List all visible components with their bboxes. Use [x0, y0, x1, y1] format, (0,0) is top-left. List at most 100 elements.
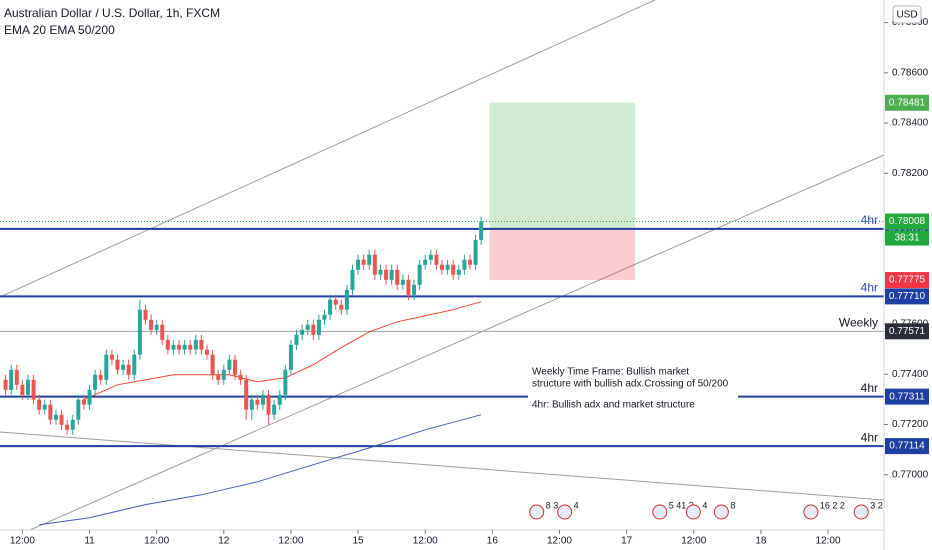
y-tick-label: 0.77400 — [892, 369, 929, 380]
candle-body — [109, 354, 114, 360]
x-tick-label: 17 — [621, 536, 633, 547]
candle-body — [171, 344, 176, 350]
candle-body — [25, 379, 30, 395]
price-tag-label: 0.77775 — [889, 275, 926, 286]
x-tick-label: 12:00 — [681, 536, 706, 547]
price-tag — [885, 272, 929, 289]
candle-body — [42, 404, 47, 410]
price-tag — [885, 94, 929, 111]
profit-zone — [489, 102, 636, 230]
ema-line — [83, 301, 482, 401]
price-tag-label: 0.77710 — [889, 291, 926, 302]
time-axis — [0, 530, 932, 550]
candle-body — [451, 264, 456, 275]
x-tick-label: 12:00 — [413, 536, 438, 547]
candle-body — [294, 334, 299, 345]
candle-body — [154, 324, 159, 330]
annotation: Weekly Time Frame: Bullish marketstructu… — [528, 364, 738, 412]
event-label: 4 — [574, 500, 579, 510]
x-tick-label: 12:00 — [10, 536, 35, 547]
candle-body — [260, 394, 265, 405]
price-tag — [885, 288, 929, 305]
y-tick-label: 0.78600 — [892, 67, 929, 78]
candle-body — [132, 354, 137, 375]
event-icon — [652, 504, 668, 520]
candle-body — [406, 279, 411, 295]
x-tick-label: 15 — [353, 536, 365, 547]
y-tick-label: 0.77200 — [892, 419, 929, 430]
candle-body — [93, 374, 98, 390]
candle-body — [121, 364, 126, 370]
annotation-text: Weekly Time Frame: Bullish market — [532, 367, 689, 378]
candle-body — [149, 319, 154, 330]
candle-body — [255, 399, 260, 405]
price-tag-label: 0.77571 — [889, 326, 926, 337]
candle-body — [456, 269, 461, 275]
price-tag-label: 0.77311 — [889, 391, 925, 402]
candle-body — [70, 419, 75, 430]
loss-zone — [489, 229, 636, 281]
candle-body — [37, 399, 42, 410]
channel-line — [29, 154, 885, 531]
candle-body — [9, 369, 14, 390]
candle-body — [344, 289, 349, 310]
annotation-text: structure with bullish adx.Crossing of 5… — [532, 379, 729, 390]
candle-body — [350, 269, 355, 290]
candle-body — [53, 414, 58, 420]
candle-body — [31, 379, 36, 400]
annotation-box — [528, 364, 738, 412]
candle-body — [417, 264, 422, 285]
candle-body — [126, 364, 131, 375]
candle-body — [177, 344, 182, 350]
candle-body — [322, 314, 327, 320]
event-label: 16 2 2 — [820, 500, 845, 510]
candle-body — [221, 369, 226, 380]
candle-body — [199, 339, 204, 350]
candle-body — [434, 254, 439, 265]
level-label: 4hr — [861, 381, 878, 395]
candle-body — [300, 329, 305, 335]
x-tick-label: 16 — [487, 536, 499, 547]
candle-body — [428, 254, 433, 260]
x-tick-label: 12:00 — [816, 536, 841, 547]
x-tick-label: 12 — [218, 536, 230, 547]
candle-body — [87, 389, 92, 405]
candle-body — [328, 299, 333, 315]
candle-body — [400, 279, 405, 285]
candle-body — [65, 424, 70, 430]
candle-body — [384, 269, 389, 280]
price-tag — [885, 213, 929, 230]
candle-body — [467, 259, 472, 265]
candle-body — [59, 414, 64, 425]
candle-body — [372, 254, 377, 275]
event-icon — [853, 504, 869, 520]
candle-body — [378, 269, 383, 275]
indicator-legend: EMA 20 EMA 50/200 — [4, 23, 115, 37]
candle-body — [367, 254, 372, 265]
event-label: 5 41 3 — [669, 500, 694, 510]
candle-body — [188, 344, 193, 350]
candle-body — [227, 359, 232, 370]
candle-body — [210, 354, 215, 375]
currency-box[interactable] — [892, 5, 922, 24]
y-tick-label: 0.78400 — [892, 118, 929, 129]
candle-body — [14, 369, 19, 385]
x-tick-label: 12:00 — [144, 536, 169, 547]
candle-body — [104, 354, 109, 380]
price-tag — [885, 388, 929, 405]
ema-line — [39, 414, 482, 526]
event-label: 8 3 — [546, 500, 559, 510]
candle-body — [48, 404, 53, 420]
price-tag — [885, 438, 929, 455]
candle-body — [137, 309, 142, 355]
event-icon — [685, 504, 701, 520]
candle-body — [205, 349, 210, 355]
event-icon — [557, 504, 573, 520]
trend-line — [0, 431, 885, 501]
candle-body — [193, 339, 198, 350]
candle-body — [389, 269, 394, 280]
candle-body — [216, 374, 221, 380]
candle-body — [361, 259, 366, 265]
